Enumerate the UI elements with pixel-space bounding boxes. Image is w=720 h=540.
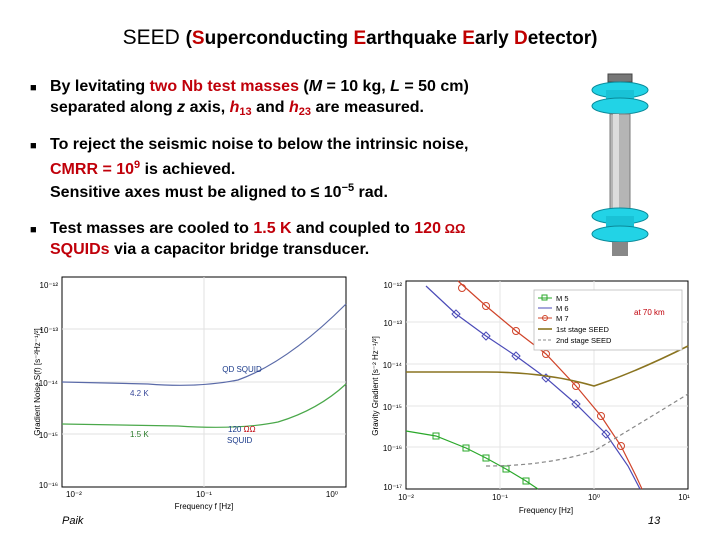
right-series-m5 — [405, 430, 539, 490]
detector-rod-highlight — [613, 114, 619, 214]
bullet-square-icon: ■ — [30, 82, 37, 94]
right-ytick-label: 10⁻¹⁴ — [383, 361, 403, 370]
page-number: 13 — [648, 515, 661, 527]
footer-author: Paik — [62, 515, 84, 527]
left-ytick-label: 10⁻¹⁴ — [39, 379, 59, 388]
legend-1st-stage: 1st stage SEED — [556, 325, 610, 334]
right-gradient-chart: 10⁻¹² 10⁻¹³ 10⁻¹⁴ 10⁻¹⁵ 10⁻¹⁶ 10⁻¹⁷ 10⁻²… — [371, 280, 690, 515]
left-xaxis-title: Frequency f [Hz] — [175, 502, 234, 511]
right-series-m7 — [457, 280, 643, 490]
right-series-1st-stage — [406, 345, 689, 387]
legend-2nd-stage: 2nd stage SEED — [556, 336, 612, 345]
right-series-m6-markers — [451, 309, 611, 439]
left-chart-grid — [62, 277, 346, 487]
left-label-squid: SQUID — [227, 436, 253, 445]
right-ytick-label: 10⁻¹⁶ — [383, 444, 402, 453]
left-ytick-label: 10⁻¹² — [40, 281, 59, 290]
legend-m5: M 5 — [556, 294, 569, 303]
bullet-seismic-noise: ■ To reject the seismic noise to below t… — [30, 136, 469, 178]
bottom-flange-lower — [591, 225, 649, 243]
left-curve-1k5 — [61, 383, 347, 428]
right-xaxis-title: Frequency [Hz] — [519, 506, 573, 515]
top-flange-lower — [591, 97, 649, 115]
right-ytick-label: 10⁻¹³ — [384, 319, 403, 328]
left-xtick-label: 10⁻¹ — [196, 490, 212, 499]
detector-top-cap — [607, 73, 633, 83]
right-ytick-label: 10⁻¹² — [384, 281, 403, 290]
left-label-qd-squid: QD SQUID — [222, 365, 262, 374]
left-xtick-label: 10⁰ — [326, 490, 338, 499]
detector-base — [612, 242, 628, 256]
sensitive-axes-line: Sensitive axes must be aligned to ≤ 10−5… — [50, 182, 388, 201]
legend-annotation-70km: at 70 km — [634, 308, 665, 317]
left-label-1k5: 1.5 K — [130, 430, 149, 439]
bullet-levitating: ■ By levitating two Nb test masses (M = … — [30, 78, 469, 118]
right-xtick-label: 10⁻¹ — [492, 493, 508, 502]
right-series-m7-markers — [458, 284, 625, 450]
legend-m6: M 6 — [556, 304, 569, 313]
bullet-square-icon: ■ — [30, 224, 37, 236]
detector-illustration — [591, 73, 649, 256]
right-ytick-label: 10⁻¹⁷ — [383, 483, 402, 492]
left-ytick-label: 10⁻¹⁵ — [39, 431, 58, 440]
right-yaxis-title: Gravity Gradient [s⁻² Hz⁻¹/²] — [371, 336, 380, 436]
left-ytick-label: 10⁻¹³ — [40, 326, 59, 335]
bullet-cooling: ■ Test masses are cooled to 1.5 K and co… — [30, 220, 466, 258]
right-chart-legend: M 5 M 6 M 7 1st stage SEED 2nd stage SEE… — [533, 289, 683, 351]
right-ytick-label: 10⁻¹⁵ — [383, 403, 402, 412]
right-xtick-label: 10⁰ — [588, 493, 600, 502]
right-series-2nd-stage — [485, 393, 689, 467]
left-label-4k2: 4.2 K — [130, 389, 149, 398]
right-xtick-label: 10⁻² — [398, 493, 414, 502]
right-series-m6 — [425, 285, 641, 490]
slide-title: SEED (Superconducting Earthquake Early D… — [122, 26, 598, 49]
legend-m7: M 7 — [556, 314, 569, 323]
left-xtick-label: 10⁻² — [66, 490, 82, 499]
right-series-m5-markers — [432, 432, 530, 485]
bullet-square-icon: ■ — [30, 140, 37, 152]
left-noise-chart: 10⁻¹² 10⁻¹³ 10⁻¹⁴ 10⁻¹⁵ 10⁻¹⁶ 10⁻² 10⁻¹ … — [33, 276, 347, 511]
left-ytick-label: 10⁻¹⁶ — [39, 481, 58, 490]
left-curve-4k2 — [61, 303, 347, 386]
right-xtick-label: 10¹ — [678, 493, 690, 502]
left-yaxis-title: Gradient Noise S(f) [s⁻²Hz⁻¹/²] — [33, 328, 42, 436]
left-label-120: 120 ΩΩ — [228, 425, 256, 434]
